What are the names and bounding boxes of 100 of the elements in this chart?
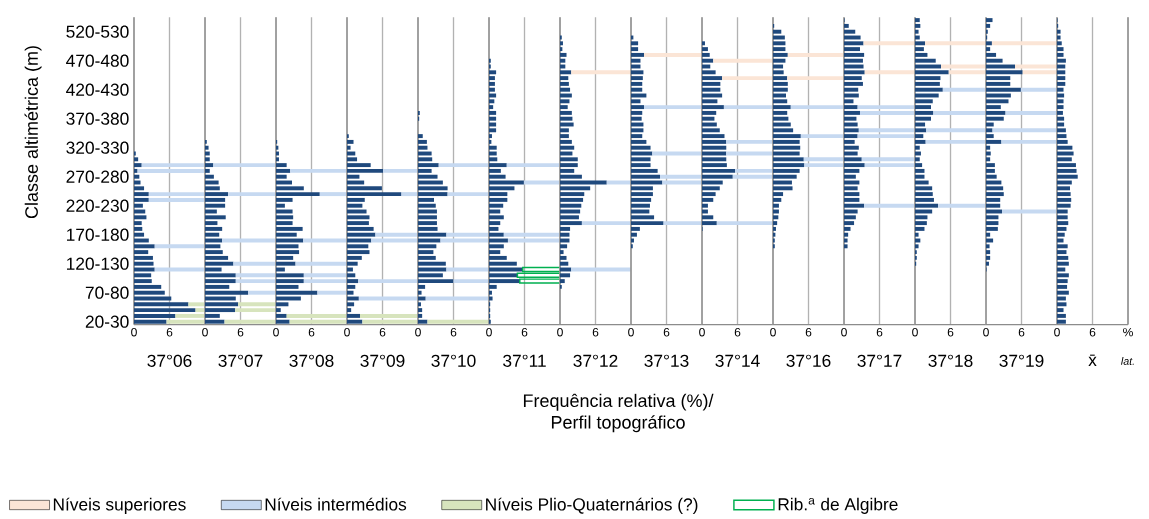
bar [205, 232, 220, 237]
bar [347, 215, 370, 220]
bar [631, 76, 643, 81]
bar [205, 250, 223, 255]
bar [844, 139, 855, 144]
bar [560, 203, 582, 208]
x-axis-title: x̄ [1088, 354, 1097, 366]
bar [702, 163, 727, 168]
bar [560, 174, 582, 179]
bar [1057, 261, 1069, 266]
bar [986, 47, 991, 52]
x-tick-label: % [1123, 327, 1133, 337]
bar [773, 52, 788, 57]
bar [986, 197, 1001, 202]
bar [702, 70, 716, 75]
x-tick-label: 6 [1018, 327, 1025, 337]
bar [915, 41, 926, 46]
bar [986, 105, 1001, 110]
bar [489, 174, 506, 179]
bar [205, 279, 236, 284]
y-tick-label: 220-230 [66, 199, 129, 212]
x-tick-label: 6 [592, 327, 599, 337]
bar [418, 139, 427, 144]
bar [489, 261, 517, 266]
bar [844, 226, 851, 231]
bar [560, 52, 567, 57]
bar [1057, 221, 1069, 226]
bar [915, 192, 933, 197]
bar [560, 145, 575, 150]
x-tick-label: 0 [770, 327, 776, 337]
bar [773, 29, 782, 34]
bar [347, 279, 359, 284]
bar [844, 203, 865, 208]
bar [134, 250, 149, 255]
bar [773, 76, 788, 81]
bar [773, 99, 788, 104]
bar [844, 174, 856, 179]
bar [1057, 226, 1067, 231]
bar [844, 70, 865, 75]
bar [1057, 186, 1071, 191]
bar [418, 313, 423, 318]
bar [915, 116, 931, 121]
bar [702, 168, 736, 173]
bar [631, 226, 640, 231]
bar [773, 163, 805, 168]
bar [347, 197, 365, 202]
x-tick-label: 6 [805, 327, 812, 337]
bar [986, 250, 991, 255]
bar [1057, 116, 1065, 121]
bar [773, 134, 801, 139]
bar [986, 244, 990, 249]
bar [134, 174, 140, 179]
x-tick-label: 0 [1054, 327, 1060, 337]
bar [489, 116, 497, 121]
bar [205, 186, 220, 191]
bar [631, 41, 639, 46]
x-tick-label: 6 [1089, 327, 1096, 337]
bar [134, 186, 145, 191]
bar [134, 197, 149, 202]
bar [915, 244, 919, 249]
bar [347, 244, 369, 249]
bar [915, 47, 924, 52]
bar [489, 105, 494, 110]
bar [427, 319, 490, 324]
x-axis-title: 37°17 [857, 354, 902, 367]
bar [276, 163, 287, 168]
bar [205, 226, 223, 231]
bar [1057, 105, 1064, 110]
bar [418, 255, 436, 260]
bar [1057, 308, 1064, 313]
bar [773, 87, 788, 92]
bar [844, 23, 849, 28]
bar [1057, 134, 1067, 139]
bar [560, 168, 575, 173]
bar [844, 116, 857, 121]
bar [773, 226, 776, 231]
bar [773, 215, 779, 220]
bar [1057, 110, 1063, 115]
bar [489, 76, 495, 81]
bar [418, 244, 437, 249]
bar [489, 87, 495, 92]
bar [134, 302, 189, 307]
bar [1057, 70, 1066, 75]
y-tick-label: 170-180 [67, 228, 129, 241]
bar [915, 168, 925, 173]
bar [702, 157, 727, 162]
bar [915, 221, 927, 226]
bar [560, 41, 563, 46]
bar [134, 244, 155, 249]
bar [1057, 197, 1072, 202]
bar [631, 52, 645, 57]
bar [347, 255, 362, 260]
bar [915, 58, 936, 63]
bar [1057, 139, 1068, 144]
x-tick-label: 6 [237, 327, 244, 337]
bar [560, 261, 569, 266]
bar [489, 244, 504, 249]
bar [276, 232, 297, 237]
bar [418, 157, 433, 162]
bar [205, 174, 214, 179]
